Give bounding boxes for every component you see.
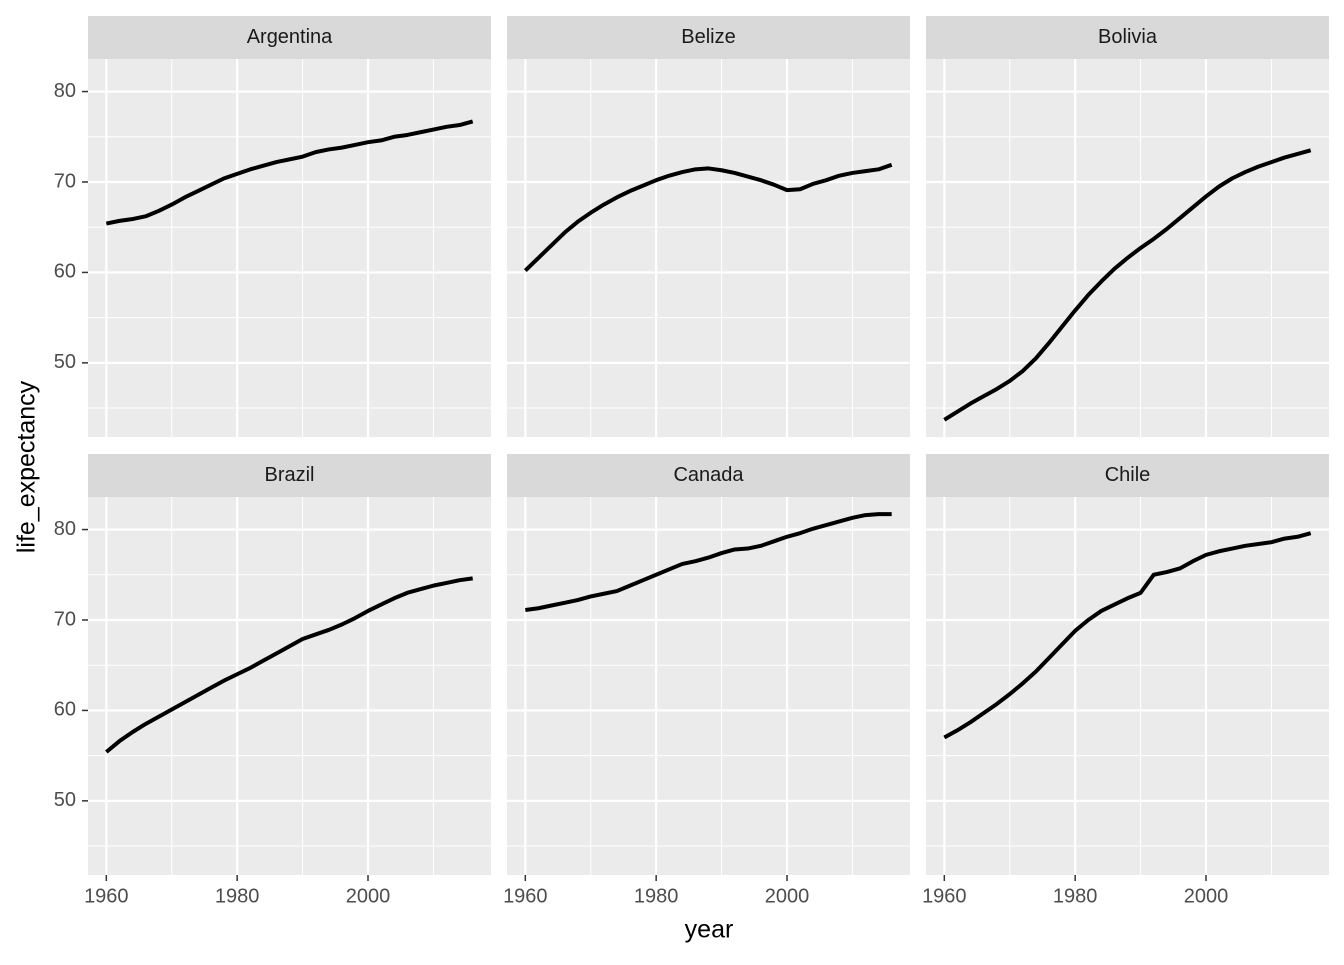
y-tick-label: 80 xyxy=(54,80,76,102)
x-tick-label: 1980 xyxy=(634,885,679,907)
y-tick-label: 70 xyxy=(54,608,76,630)
panel xyxy=(507,497,910,875)
strip-label: Belize xyxy=(681,26,735,48)
strip-label: Argentina xyxy=(247,26,333,48)
x-tick-label: 2000 xyxy=(765,885,810,907)
x-axis-label: year xyxy=(685,916,734,944)
x-tick-label: 2000 xyxy=(346,885,391,907)
line xyxy=(105,119,474,226)
panel xyxy=(88,497,491,875)
panel xyxy=(926,59,1329,437)
line xyxy=(525,512,892,613)
y-tick-label: 60 xyxy=(54,261,76,283)
strip-label: Chile xyxy=(1105,464,1151,486)
strip xyxy=(507,16,910,59)
strip xyxy=(88,454,491,497)
y-tick-label: 50 xyxy=(54,351,76,373)
strip-label: Brazil xyxy=(264,464,314,486)
line xyxy=(105,576,473,754)
strip xyxy=(926,16,1329,59)
panel xyxy=(507,59,910,437)
strip xyxy=(507,454,910,497)
panel xyxy=(88,59,491,437)
line xyxy=(943,148,1312,422)
y-tick-label: 50 xyxy=(54,789,76,811)
x-tick-label: 1960 xyxy=(84,885,129,907)
strip xyxy=(88,16,491,59)
strip-label: Canada xyxy=(673,464,744,486)
y-tick-label: 60 xyxy=(54,699,76,721)
x-tick-label: 1960 xyxy=(922,885,967,907)
x-tick-label: 1980 xyxy=(215,885,260,907)
x-tick-label: 1960 xyxy=(503,885,548,907)
y-tick-label: 70 xyxy=(54,170,76,192)
x-tick-label: 2000 xyxy=(1184,885,1229,907)
y-axis-label: life_expectancy xyxy=(13,380,41,553)
line xyxy=(523,162,893,273)
x-tick-label: 1980 xyxy=(1053,885,1098,907)
panel xyxy=(926,497,1329,875)
strip-label: Bolivia xyxy=(1098,26,1158,48)
y-tick-label: 80 xyxy=(54,518,76,540)
line xyxy=(943,531,1312,740)
strip xyxy=(926,454,1329,497)
